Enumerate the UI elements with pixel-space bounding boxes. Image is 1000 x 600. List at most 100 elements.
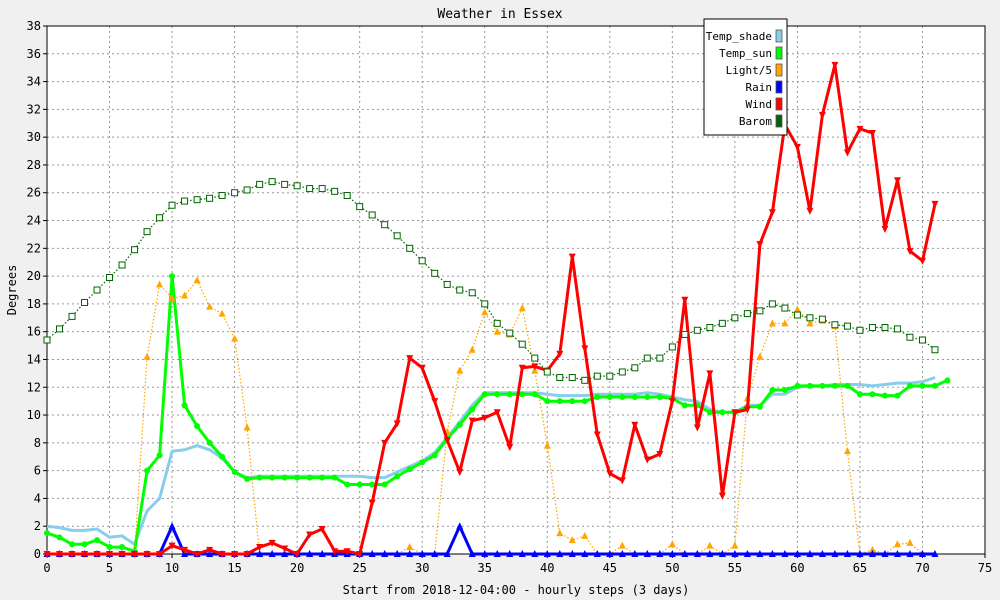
- barom-point: [193, 196, 201, 204]
- wind-point: [718, 492, 726, 500]
- light-5-point: [768, 319, 776, 327]
- wind-point: [731, 409, 739, 417]
- barom-point: [256, 180, 264, 188]
- barom-point: [656, 354, 664, 362]
- temp-sun-point: [319, 474, 326, 481]
- temp-sun-point: [944, 377, 951, 384]
- barom-point: [306, 185, 314, 193]
- y-tick-label: 24: [27, 214, 41, 228]
- x-tick-label: 20: [290, 561, 304, 575]
- temp-sun-point: [469, 406, 476, 413]
- temp-sun-point: [531, 391, 538, 398]
- barom-point: [293, 182, 301, 190]
- temp-sun-point: [619, 393, 626, 400]
- rain-point: [306, 550, 314, 557]
- light-5-point: [731, 541, 739, 549]
- wind-point: [56, 551, 64, 558]
- rain-point: [518, 550, 526, 557]
- legend-label-temp-shade: Temp_shade: [706, 30, 772, 43]
- rain-point: [818, 550, 826, 557]
- light-5-point: [493, 327, 501, 335]
- x-tick-label: 30: [415, 561, 429, 575]
- temp-sun-point: [119, 544, 126, 551]
- temp-sun-point: [931, 382, 938, 389]
- temp-sun-point: [306, 474, 313, 481]
- temp-sun-point: [769, 387, 776, 394]
- temp-sun-point: [831, 382, 838, 389]
- legend-label-temp-sun: Temp_sun: [719, 47, 772, 60]
- grid: [47, 25, 986, 554]
- barom-point: [218, 192, 226, 200]
- temp-sun-point: [556, 398, 563, 405]
- temp-sun-point: [819, 382, 826, 389]
- temp-sun-point: [481, 391, 488, 398]
- barom-point: [381, 221, 389, 229]
- wind-point: [68, 551, 76, 558]
- barom-point: [531, 354, 539, 362]
- temp-sun-point: [456, 421, 463, 428]
- legend: Temp_shade Temp_sun Light/5 Rain Wind Barom: [703, 18, 788, 136]
- barom-point: [318, 185, 326, 193]
- rain-point: [481, 550, 489, 557]
- rain-point: [718, 550, 726, 557]
- series-barom: [43, 178, 939, 384]
- barom-point: [843, 322, 851, 330]
- light-5-point: [468, 345, 476, 353]
- y-tick-label: 14: [27, 352, 41, 366]
- rain-point: [568, 550, 576, 557]
- barom-point: [768, 300, 776, 308]
- wind-point: [868, 129, 876, 137]
- temp-sun-point: [344, 481, 351, 488]
- temp-sun-point: [356, 481, 363, 488]
- light-5-point: [181, 291, 189, 299]
- temp-sun-point: [419, 459, 426, 466]
- light-5-point: [556, 529, 564, 537]
- temp-sun-point: [381, 481, 388, 488]
- barom-point: [631, 364, 639, 372]
- rain-point: [281, 550, 289, 557]
- wind-point: [518, 364, 526, 372]
- barom-point: [706, 324, 714, 332]
- barom-point: [518, 340, 526, 348]
- rain-point: [843, 550, 851, 557]
- rain-point: [268, 550, 276, 557]
- wind-point: [931, 200, 939, 208]
- legend-box: [703, 18, 788, 136]
- y-axis-title: Degrees: [5, 265, 19, 316]
- chart-title: Weather in Essex: [437, 7, 562, 22]
- wind-point: [843, 149, 851, 157]
- temp-sun-point: [144, 467, 151, 474]
- wind-point: [381, 439, 389, 447]
- barom-point: [868, 324, 876, 332]
- temp-sun-point: [681, 402, 688, 409]
- wind-point: [131, 551, 139, 558]
- wind-point: [93, 551, 101, 558]
- rain-point: [768, 550, 776, 557]
- y-tick-label: 18: [27, 297, 41, 311]
- temp-sun-point: [856, 391, 863, 398]
- barom-point: [681, 330, 689, 338]
- temp-sun-point: [56, 534, 63, 541]
- barom-point: [331, 187, 339, 195]
- x-tick-label: 15: [227, 561, 241, 575]
- temp-sun-point: [81, 541, 88, 548]
- x-tick-label: 65: [853, 561, 867, 575]
- temp-sun-point: [169, 273, 176, 280]
- barom-point: [443, 280, 451, 288]
- legend-swatch-temp-sun: [775, 46, 783, 60]
- barom-point: [556, 374, 564, 382]
- rain-point: [931, 550, 939, 557]
- wind-point: [406, 355, 414, 363]
- light-5-point: [456, 366, 464, 374]
- wind-point: [493, 409, 501, 417]
- rain-point: [781, 550, 789, 557]
- rain-point: [918, 550, 926, 557]
- wind-point: [143, 551, 151, 558]
- barom-point: [143, 228, 151, 236]
- temp-sun-point: [919, 382, 926, 389]
- light-5-point: [168, 294, 176, 302]
- temp-sun-point: [181, 402, 188, 409]
- temp-sun-point: [406, 466, 413, 473]
- temp-sun-point: [156, 452, 163, 459]
- x-tick-label: 0: [43, 561, 50, 575]
